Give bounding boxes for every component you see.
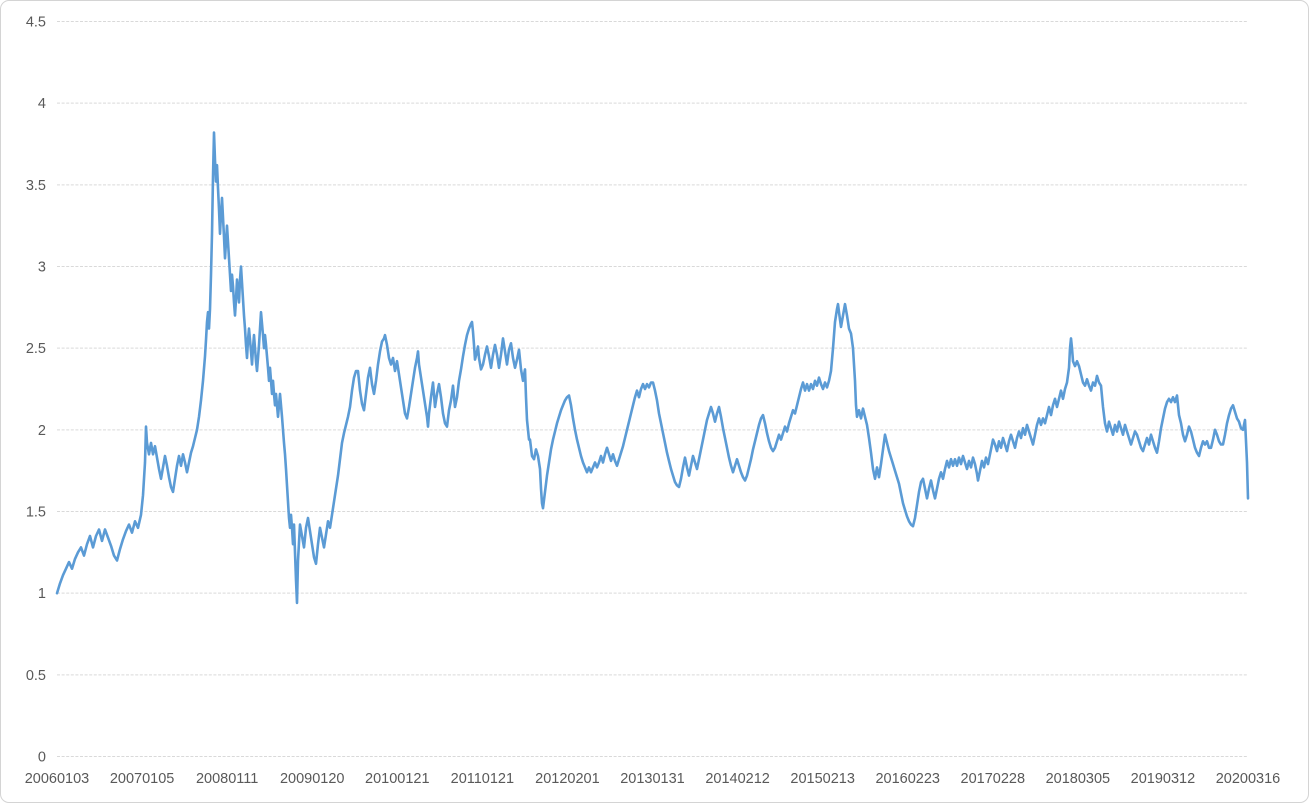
- y-axis-tick-label: 1.5: [26, 505, 46, 521]
- y-axis-tick-label: 0.5: [26, 668, 46, 684]
- y-axis-tick-label: 2.5: [26, 341, 46, 357]
- x-axis-tick-label: 20120201: [535, 771, 600, 787]
- x-axis-tick-label: 20160223: [875, 771, 940, 787]
- x-axis-tick-label: 20080111: [196, 771, 258, 787]
- x-axis-tick-label: 20100121: [365, 771, 430, 787]
- y-axis-tick-label: 4.5: [26, 15, 46, 31]
- x-axis-tick-label: 20190312: [1131, 771, 1196, 787]
- x-axis-tick-label: 20150213: [790, 771, 855, 787]
- x-axis-tick-label: 20180305: [1046, 771, 1111, 787]
- series-line: [55, 131, 1250, 605]
- x-axis-tick-label: 20090120: [280, 771, 345, 787]
- gridlines: [57, 21, 1248, 757]
- y-axis-tick-label: 1: [38, 586, 46, 602]
- y-axis-tick-label: 3.5: [26, 178, 46, 194]
- y-axis-tick-label: 2: [38, 423, 46, 439]
- x-axis-tick-label: 20140212: [705, 771, 770, 787]
- y-axis-tick-label: 4: [38, 96, 46, 112]
- x-axis-tick-label: 20200316: [1216, 771, 1281, 787]
- x-axis-labels: 20060103 20070105 20080111 20090120 20100121…: [25, 771, 1281, 787]
- x-axis-tick-label: 20110121: [451, 771, 514, 787]
- y-axis-tick-label: 0: [38, 750, 46, 766]
- y-axis-tick-label: 3: [38, 260, 46, 276]
- x-axis-tick-label: 20130131: [620, 771, 685, 787]
- series-group: [55, 131, 1250, 605]
- x-axis-tick-label: 20060103: [25, 771, 90, 787]
- x-axis-tick-label: 20070105: [110, 771, 175, 787]
- y-axis-labels: 0 0.5 1 1.5 2 2.5 3 3.5 4 4.5: [26, 15, 46, 766]
- x-axis-tick-label: 20170228: [961, 771, 1026, 787]
